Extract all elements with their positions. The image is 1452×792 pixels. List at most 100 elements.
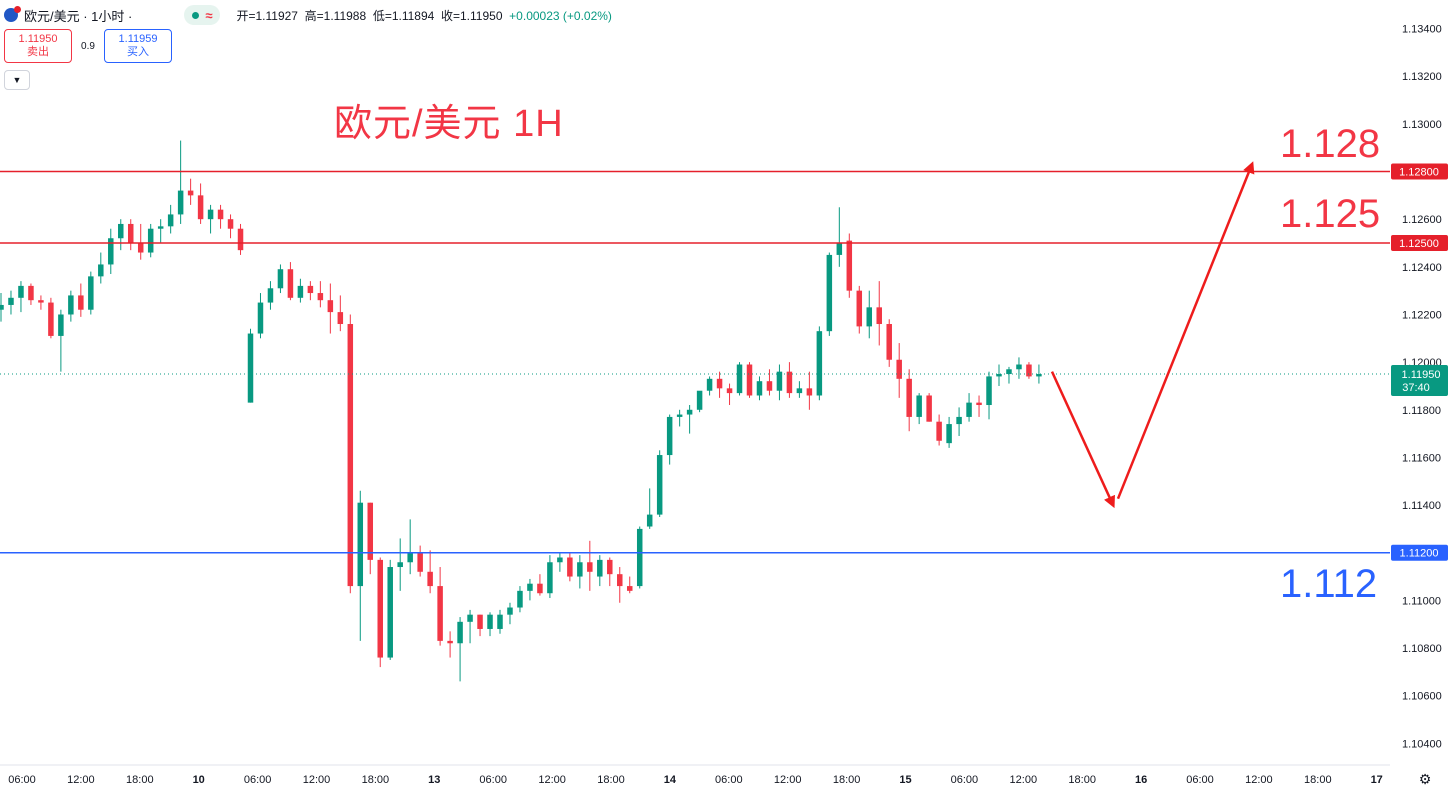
- time-tick-label: 18:00: [597, 774, 625, 786]
- candle: [966, 393, 972, 422]
- level-price-tag: [1391, 544, 1448, 561]
- candle: [187, 178, 194, 205]
- ohlc-high: 高=1.11988: [304, 8, 367, 23]
- time-axis[interactable]: 06:00 12:00 18:00 10 06:00 12:00 18:00 13 06:00 1…: [0, 764, 1390, 786]
- candle: [337, 295, 344, 332]
- candle: [247, 328, 254, 403]
- candle: [856, 285, 863, 334]
- candle: [936, 414, 942, 446]
- time-tick-label: 18:00: [362, 774, 390, 786]
- annotation-level-1125: 1.125: [1280, 192, 1381, 236]
- sell-button[interactable]: 1.11950 卖出: [4, 29, 72, 63]
- candle-body: [806, 388, 813, 396]
- symbol-title[interactable]: 欧元/美元 · 1小时 ·: [24, 8, 133, 24]
- annotation-level-1128: 1.128: [1280, 122, 1381, 166]
- level-price-tag-label: 1.11200: [1400, 548, 1439, 560]
- candle-body: [786, 371, 793, 394]
- candle: [896, 343, 902, 398]
- candle-body: [147, 228, 154, 253]
- annotation-title: 欧元/美元 1H: [334, 103, 564, 145]
- candle-body: [856, 290, 863, 327]
- chevron-down-icon: ▼: [12, 75, 22, 85]
- candle-body: [497, 614, 503, 629]
- candle-body: [317, 293, 324, 301]
- candle-body: [507, 607, 513, 615]
- candle: [946, 416, 952, 448]
- candle: [177, 140, 184, 224]
- candle: [607, 557, 613, 587]
- candle-body: [617, 574, 623, 587]
- candle-body: [207, 209, 214, 220]
- candle: [696, 390, 703, 413]
- candle: [447, 631, 453, 658]
- candle: [796, 381, 803, 398]
- ohlc-open: 开=1.11927: [236, 8, 298, 23]
- price-tick-label: 1.12400: [1402, 262, 1442, 274]
- collapse-button[interactable]: ▼: [4, 70, 30, 90]
- candle: [267, 281, 274, 310]
- candle: [38, 295, 44, 310]
- candle: [776, 364, 783, 401]
- candle-body: [926, 395, 932, 422]
- candle: [826, 252, 833, 336]
- candle: [467, 609, 473, 644]
- candle-body: [676, 414, 683, 417]
- candle: [557, 552, 563, 572]
- candle-body: [1026, 364, 1032, 377]
- candle: [676, 409, 683, 427]
- candles: [0, 140, 1042, 682]
- candle: [427, 550, 433, 594]
- candle-body: [1016, 364, 1022, 370]
- time-tick-label: 12:00: [1010, 774, 1038, 786]
- candle-body: [287, 269, 294, 298]
- candle-body: [517, 590, 523, 608]
- candle: [88, 271, 94, 315]
- candle-body: [626, 586, 633, 591]
- candle-body: [18, 285, 24, 298]
- candle: [0, 293, 4, 322]
- candle: [916, 393, 922, 425]
- candle-body: [986, 376, 992, 406]
- ohlc-low: 低=1.11894: [372, 8, 435, 23]
- candle: [926, 393, 932, 422]
- quote-panel: 1.11950 卖出 0.9 1.11959 买入: [4, 29, 172, 63]
- candle-body: [68, 295, 74, 315]
- time-tick-label: 06:00: [8, 774, 36, 786]
- price-tick-label: 1.11600: [1402, 452, 1441, 464]
- time-tick-label: 14: [664, 774, 677, 786]
- candle-body: [247, 333, 254, 403]
- candle-body: [357, 502, 364, 587]
- candle: [726, 383, 733, 406]
- candle-body: [946, 424, 952, 444]
- candle: [886, 319, 892, 367]
- candle: [327, 283, 334, 334]
- buy-button[interactable]: 1.11959 买入: [104, 29, 172, 63]
- candle-body: [467, 614, 473, 622]
- chart-header: 欧元/美元 · 1小时 · ≈ 开=1.11927 高=1.11988 低=1.…: [4, 4, 612, 26]
- candle: [437, 567, 443, 646]
- time-tick-label: 18:00: [126, 774, 154, 786]
- candle-body: [8, 297, 14, 305]
- candle: [137, 223, 144, 260]
- candle-body: [816, 331, 823, 396]
- candle-body: [437, 586, 443, 641]
- candle-body: [866, 307, 873, 327]
- candle-body: [666, 416, 673, 456]
- level-price-tag-label: 1.12800: [1399, 167, 1439, 179]
- candle: [786, 362, 793, 398]
- candle-body: [197, 195, 204, 220]
- candle-body: [277, 269, 284, 289]
- time-tick-label: 06:00: [951, 774, 979, 786]
- candle: [756, 376, 763, 401]
- gear-icon[interactable]: ⚙: [1418, 771, 1432, 787]
- market-status-pill[interactable]: ≈: [184, 5, 221, 25]
- time-tick-label: 06:00: [715, 774, 743, 786]
- candle: [656, 450, 663, 517]
- price-tick-label: 1.12200: [1402, 309, 1442, 321]
- candle-body: [896, 359, 902, 379]
- price-axis[interactable]: 1.13400 1.13200 1.13000 1.12800 1.12600 1.124…: [1390, 0, 1452, 792]
- time-tick-label: 13: [428, 774, 440, 786]
- candle-body: [956, 416, 962, 425]
- candle-body: [826, 254, 833, 332]
